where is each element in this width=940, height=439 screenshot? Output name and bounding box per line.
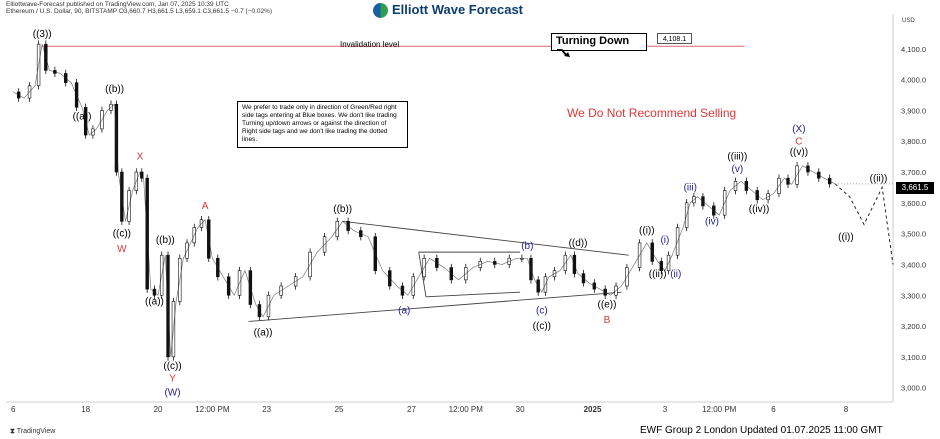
- wave-label: B: [604, 315, 611, 326]
- y-tick-label: 3,500.0: [901, 230, 926, 239]
- wave-label: ((b)): [156, 235, 175, 246]
- ewf-logo-icon: [373, 3, 388, 18]
- wave-label: ((a)): [145, 297, 164, 308]
- wave-label: X: [137, 152, 144, 163]
- wave-label: ((d)): [569, 238, 588, 249]
- trendline: [248, 291, 622, 322]
- trendline: [418, 252, 427, 297]
- wave-label: (iv): [705, 216, 719, 227]
- y-tick-label: 4,000.0: [901, 76, 926, 85]
- wave-label: ((a)): [254, 327, 273, 338]
- wave-label: ((i)): [639, 226, 655, 237]
- invalidation-label: Invalidation level: [340, 40, 400, 49]
- wave-label: ((ii)): [870, 173, 888, 184]
- turning-down-box: Turning Down: [551, 33, 647, 58]
- wave-label: ((b)): [333, 204, 352, 215]
- trendline: [425, 291, 521, 298]
- y-tick-label: 3,700.0: [901, 168, 926, 177]
- wave-label: ((c)): [533, 321, 551, 332]
- wave-label: ((b)): [105, 84, 124, 95]
- wave-label: ((a)): [73, 112, 92, 123]
- brand-title: Elliott Wave Forecast: [392, 2, 523, 17]
- wave-label: (W): [164, 387, 180, 398]
- wave-label: ((iv)): [749, 204, 770, 215]
- y-tick-label: 3,400.0: [901, 260, 926, 269]
- x-tick-label: 12:00 PM: [449, 405, 484, 414]
- chart-source-line: Elliottwave-Forecast published on Tradin…: [6, 1, 272, 15]
- price-line: [13, 44, 836, 357]
- symbol-line: Ethereum / U.S. Dollar, 90, BITSTAMP O3,…: [6, 8, 273, 15]
- invalidation-price-tag: 4,108.1: [657, 33, 692, 44]
- wave-label: W: [117, 244, 127, 255]
- wave-label: Y: [169, 374, 176, 385]
- wave-label: ((v)): [790, 147, 808, 158]
- trend-down-arrow-icon: [557, 49, 570, 58]
- updated-line: EWF Group 2 London Updated 01.07.2025 11…: [640, 425, 883, 436]
- x-tick-label: 8: [844, 405, 849, 414]
- wave-label: (i): [660, 235, 669, 246]
- y-tick-label: 3,300.0: [901, 291, 926, 300]
- x-tick-label: 25: [335, 405, 344, 414]
- y-tick-label: 3,800.0: [901, 137, 926, 146]
- tradingview-logo: ⧗ TradingView: [10, 428, 56, 435]
- wave-label: (X): [792, 124, 805, 135]
- x-tick-label: 6: [11, 405, 16, 414]
- turning-down-label: Turning Down: [556, 35, 630, 47]
- wave-label: ((c)): [163, 361, 181, 372]
- wave-label: (ii): [670, 269, 681, 280]
- wave-label: (a): [398, 306, 410, 317]
- y-tick-label: 3,900.0: [901, 106, 926, 115]
- wave-label: (iii): [684, 183, 697, 194]
- wave-label: (b): [521, 241, 533, 252]
- x-tick-label: 12:00 PM: [195, 405, 230, 414]
- wave-label: A: [202, 201, 209, 212]
- x-tick-label: 18: [81, 405, 90, 414]
- y-tick-label: 3,100.0: [901, 353, 926, 362]
- wave-label: ((ii)): [649, 269, 667, 280]
- wave-label: ((iii)): [727, 152, 747, 163]
- wave-label: ((3)): [33, 29, 52, 40]
- x-tick-label: 6: [771, 405, 776, 414]
- x-tick-label: 27: [407, 405, 416, 414]
- trendline: [342, 220, 629, 256]
- platform-label: TradingView: [16, 428, 56, 435]
- x-tick-label: 2025: [584, 405, 602, 414]
- x-tick-label: 23: [262, 405, 271, 414]
- y-tick-label: 3,600.0: [901, 199, 926, 208]
- wave-label: ((i)): [838, 232, 854, 243]
- y-tick-label: 3,000.0: [901, 384, 926, 393]
- x-tick-label: 12:00 PM: [702, 405, 737, 414]
- x-tick-label: 20: [154, 405, 163, 414]
- projection-path: [834, 183, 894, 265]
- wave-label: ((e)): [598, 300, 617, 311]
- disclaimer-text: We Do Not Recommend Selling: [567, 106, 737, 120]
- trading-note-box: We prefer to trade only in direction of …: [237, 101, 408, 148]
- wave-label: ((c)): [113, 229, 131, 240]
- current-price-tag: 3,661.5: [896, 182, 934, 194]
- wave-label: C: [795, 136, 802, 147]
- y-tick-label: 4,100.0: [901, 45, 926, 54]
- wave-label: (v): [731, 164, 743, 175]
- x-tick-label: 30: [516, 405, 525, 414]
- wave-label: (c): [536, 306, 548, 317]
- publisher-line: Elliottwave-Forecast published on Tradin…: [6, 1, 229, 8]
- x-tick-label: 3: [663, 405, 668, 414]
- y-tick-label: 3,200.0: [901, 322, 926, 331]
- currency-label: USD: [902, 18, 915, 24]
